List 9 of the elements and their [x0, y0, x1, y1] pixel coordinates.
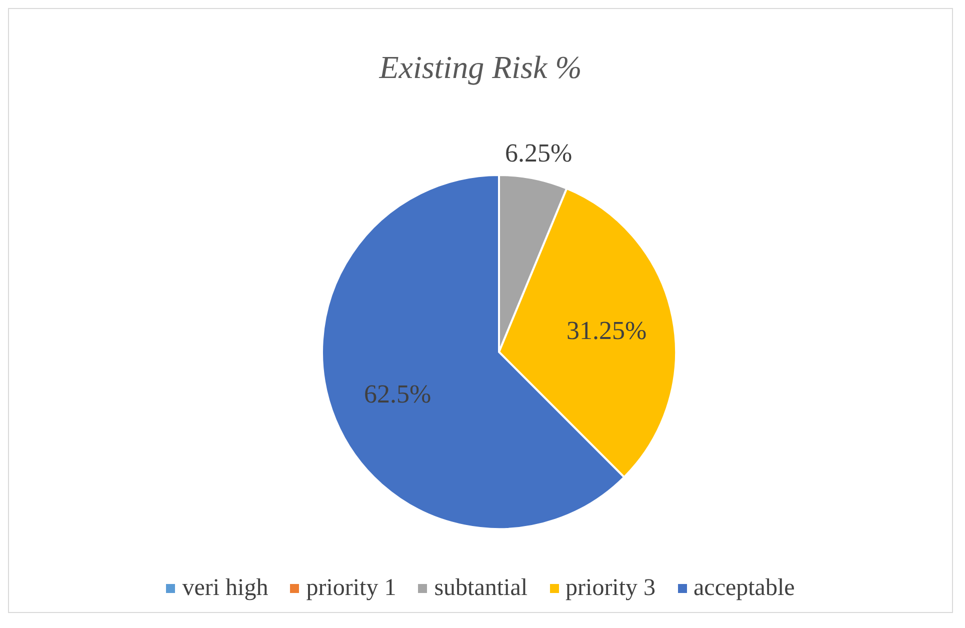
data-label: 6.25% [505, 138, 572, 168]
legend-label: priority 3 [566, 575, 656, 602]
data-label: 31.25% [566, 316, 647, 346]
data-label: 62.5% [364, 379, 432, 408]
chart-title: Existing Risk % [378, 49, 583, 87]
legend-label: priority 1 [306, 575, 396, 602]
legend-label: subtantial [434, 575, 528, 602]
legend-label: veri high [182, 575, 268, 602]
legend-label: acceptable [694, 575, 795, 602]
